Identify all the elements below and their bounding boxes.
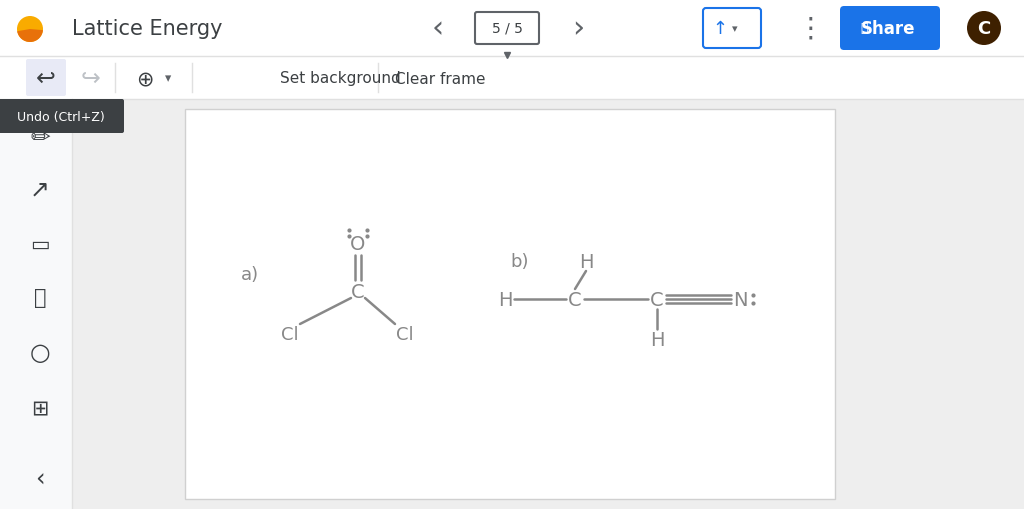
Text: O: O (350, 235, 366, 254)
Circle shape (967, 12, 1001, 46)
Wedge shape (17, 30, 43, 43)
FancyBboxPatch shape (840, 7, 940, 51)
Text: ↗: ↗ (30, 178, 50, 202)
FancyBboxPatch shape (475, 13, 539, 45)
Text: 5 / 5: 5 / 5 (492, 22, 522, 36)
Text: H: H (498, 290, 512, 309)
Text: 🔒: 🔒 (860, 22, 867, 36)
Text: ⛰: ⛰ (34, 288, 46, 307)
Text: ▾: ▾ (732, 24, 738, 34)
Text: ↑: ↑ (713, 20, 728, 38)
Text: ‹: ‹ (35, 467, 45, 491)
FancyBboxPatch shape (703, 9, 761, 49)
Text: ↪: ↪ (80, 67, 100, 91)
Text: H: H (579, 252, 593, 271)
Text: Clear frame: Clear frame (395, 71, 485, 87)
Text: ▭: ▭ (30, 235, 50, 254)
Text: ⊞: ⊞ (32, 397, 49, 417)
Text: b): b) (511, 252, 529, 270)
Text: H: H (650, 330, 665, 349)
Circle shape (17, 17, 43, 43)
Text: ⊕: ⊕ (136, 69, 154, 89)
Text: ⋮: ⋮ (796, 15, 824, 43)
Text: C: C (351, 282, 365, 301)
Text: ›: › (571, 14, 584, 43)
Text: ○: ○ (30, 341, 50, 364)
Text: C: C (650, 290, 664, 309)
Bar (0, 57, 1024, 100)
Bar (185, 110, 835, 499)
Text: ▾: ▾ (165, 72, 171, 86)
Text: Share: Share (861, 20, 915, 38)
Text: Undo (Ctrl+Z): Undo (Ctrl+Z) (17, 110, 104, 123)
Text: C: C (568, 290, 582, 309)
Text: ‹: ‹ (432, 14, 444, 43)
Text: N: N (733, 290, 748, 309)
Text: Lattice Energy: Lattice Energy (72, 19, 222, 39)
FancyBboxPatch shape (0, 100, 124, 134)
Bar (0, 0, 1024, 57)
Text: C: C (977, 20, 990, 38)
Text: Set background: Set background (280, 71, 400, 87)
Text: ✏: ✏ (30, 126, 50, 150)
Text: Cl: Cl (396, 325, 414, 344)
Text: a): a) (241, 266, 259, 284)
Bar (0, 100, 72, 509)
Text: Cl: Cl (282, 325, 299, 344)
Text: ↩: ↩ (36, 67, 56, 91)
FancyBboxPatch shape (26, 60, 66, 97)
